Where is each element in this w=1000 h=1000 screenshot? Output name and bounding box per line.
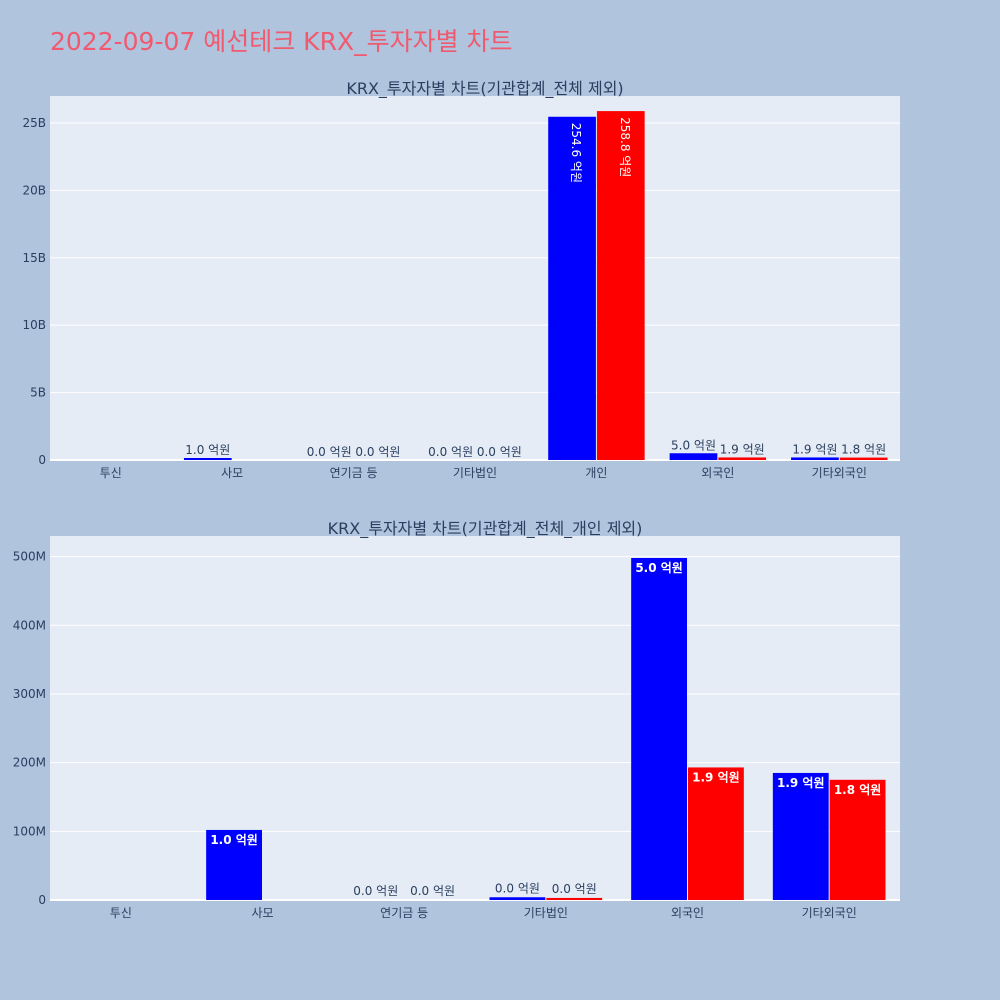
- bar: [829, 779, 886, 900]
- bar-label: 0.0 억원: [355, 445, 400, 459]
- bar-label: 1.9 억원: [720, 442, 765, 456]
- bar-label: 0.0 억원: [477, 445, 522, 459]
- bar: [718, 457, 767, 460]
- y-tick-label: 0: [38, 453, 46, 467]
- x-tick-label: 연기금 등: [330, 466, 378, 480]
- x-tick-label: 기타법인: [524, 906, 568, 920]
- plot-area: [50, 536, 900, 900]
- x-tick-label: 투신: [110, 906, 132, 920]
- x-tick-label: 외국인: [701, 466, 734, 480]
- bar-label: 0.0 억원: [428, 445, 473, 459]
- plot-area: [50, 96, 900, 460]
- bar-label: 1.9 억원: [692, 770, 740, 784]
- x-tick-label: 기타외국인: [812, 466, 867, 480]
- bar-label: 5.0 억원: [671, 438, 716, 452]
- bar-label: 254.6 억원: [569, 123, 583, 183]
- bar: [183, 458, 232, 460]
- x-tick-label: 개인: [585, 466, 607, 480]
- bar-label: 1.9 억원: [777, 776, 825, 790]
- y-tick-label: 300M: [13, 687, 46, 701]
- y-tick-label: 25B: [22, 116, 46, 130]
- chart-title: KRX_투자자별 차트(기관합계_전체 제외): [346, 79, 623, 99]
- x-tick-label: 기타외국인: [802, 906, 857, 920]
- chart-title: KRX_투자자별 차트(기관합계_전체_개인 제외): [328, 519, 643, 539]
- bar-label: 1.0 억원: [210, 833, 258, 847]
- x-tick-label: 사모: [221, 466, 243, 480]
- bar-label: 0.0 억원: [410, 884, 455, 898]
- x-tick-label: 기타법인: [453, 466, 497, 480]
- bar: [548, 116, 596, 461]
- bar-label: 0.0 억원: [552, 882, 597, 896]
- bar: [631, 557, 687, 900]
- bar-label: 1.8 억원: [834, 783, 882, 797]
- page-title: 2022-09-07 예선테크 KRX_투자자별 차트: [50, 27, 513, 56]
- bar-label: 0.0 억원: [307, 445, 352, 459]
- bar-label: 1.0 억원: [185, 443, 230, 457]
- x-tick-label: 사모: [251, 906, 273, 920]
- bar-label: 0.0 억원: [495, 881, 540, 895]
- bar-label: 5.0 억원: [635, 561, 683, 575]
- bar-label: 1.8 억원: [841, 443, 886, 457]
- y-tick-label: 0: [38, 893, 46, 907]
- y-tick-label: 20B: [22, 183, 46, 197]
- bar: [839, 457, 888, 460]
- bar-label: 258.8 억원: [618, 117, 632, 177]
- x-tick-label: 외국인: [671, 906, 704, 920]
- y-tick-label: 10B: [22, 318, 46, 332]
- bar: [546, 897, 603, 900]
- y-tick-label: 5B: [30, 386, 46, 400]
- bar-label: 0.0 억원: [353, 884, 398, 898]
- bar: [791, 457, 839, 460]
- y-tick-label: 100M: [13, 824, 46, 838]
- x-tick-label: 연기금 등: [380, 906, 428, 920]
- bar: [206, 829, 262, 900]
- y-tick-label: 500M: [13, 550, 46, 564]
- chart-top: KRX_투자자별 차트(기관합계_전체 제외) 0 5B 10B 15B 20B 25B 투신…: [22, 79, 900, 480]
- bar: [596, 111, 645, 461]
- bar: [669, 453, 718, 460]
- y-tick-label: 200M: [13, 756, 46, 770]
- bar-label: 1.9 억원: [792, 442, 837, 456]
- y-tick-label: 15B: [22, 251, 46, 265]
- bar: [489, 897, 546, 900]
- y-tick-label: 400M: [13, 618, 46, 632]
- bar: [688, 767, 744, 900]
- bar: [772, 772, 829, 900]
- x-tick-label: 투신: [100, 466, 122, 480]
